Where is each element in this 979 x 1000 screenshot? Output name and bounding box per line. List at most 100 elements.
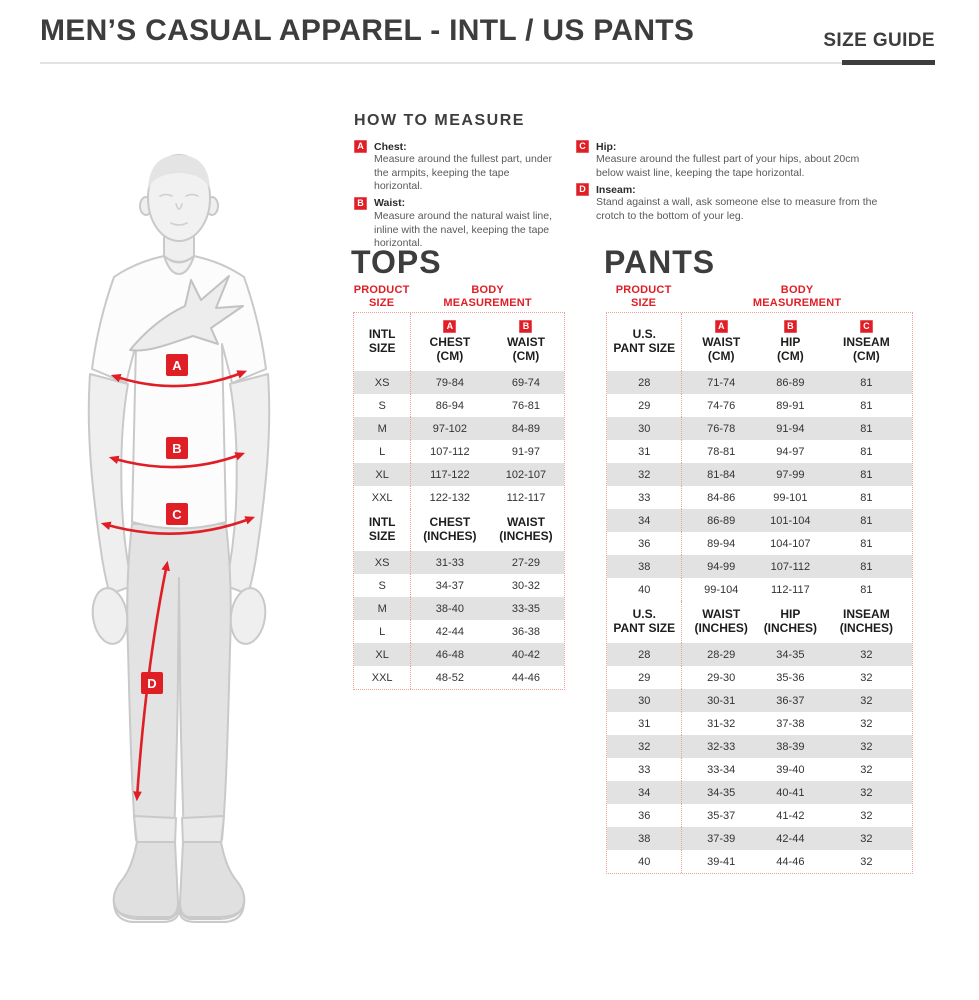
- table-row: 38 94-99 107-112 81: [607, 555, 912, 579]
- table-cell: 29-30: [707, 671, 736, 684]
- table-cell: 32: [820, 827, 912, 851]
- table-cell: 94-97: [776, 445, 805, 458]
- table-row: XS 31-33 27-29: [354, 551, 564, 575]
- table-cell: S: [354, 394, 412, 418]
- column-header: HIP (INCHES): [759, 601, 821, 644]
- table-row: 30 76-78 91-94 81: [607, 417, 912, 441]
- table-cell: 79-84: [410, 371, 489, 395]
- tops-inches-table: INTL SIZE CHEST (INCHES) WAIST (INCHES) XS 3…: [354, 509, 564, 690]
- table-cell: 33-35: [488, 597, 564, 621]
- table-cell: 40-42: [488, 643, 564, 667]
- table-cell: 31-33: [410, 551, 489, 575]
- table-cell: 36-37: [759, 689, 821, 713]
- table-row: 34 86-89 101-104 81: [607, 509, 912, 533]
- table-cell: 32: [860, 855, 873, 868]
- measure-description: Measure around the fullest part of your …: [596, 153, 860, 179]
- table-cell: 35-37: [707, 809, 736, 822]
- measure-badge: C: [859, 320, 873, 334]
- table-cell: 86-89: [759, 371, 821, 395]
- table-cell: 32-33: [681, 735, 760, 759]
- table-row: 30 30-31 36-37 32: [607, 689, 912, 713]
- measure-badge-d: D: [576, 183, 589, 197]
- waist-measure-arrow: [108, 452, 246, 469]
- table-row: 28 28-29 34-35 32: [607, 643, 912, 667]
- table-cell: 32: [860, 717, 873, 730]
- table-cell: 36: [607, 804, 683, 828]
- table-cell: 37-39: [681, 827, 760, 851]
- pants-title: PANTS: [604, 244, 716, 280]
- table-cell: 81: [820, 417, 912, 441]
- table-row: 29 74-76 89-91 81: [607, 394, 912, 418]
- table-cell: 32: [607, 735, 683, 759]
- table-cell: 76-78: [681, 417, 760, 441]
- measure-badge: A: [443, 320, 457, 334]
- page-title: MEN’S CASUAL APPAREL - INTL / US PANTS: [40, 14, 695, 47]
- table-cell: S: [354, 574, 412, 598]
- table-row: 40 39-41 44-46 32: [607, 850, 912, 874]
- table-cell: 32: [860, 763, 873, 776]
- table-cell: 102-107: [488, 463, 564, 487]
- table-cell: 76-81: [511, 399, 541, 412]
- table-cell: 37-38: [776, 717, 805, 730]
- table-cell: 39-41: [707, 855, 736, 868]
- table-row: XL 46-48 40-42: [354, 643, 564, 667]
- table-cell: 27-29: [488, 551, 564, 575]
- table-row: 33 84-86 99-101 81: [607, 486, 912, 510]
- table-cell: 74-76: [707, 399, 736, 412]
- tops-table-box: INTL SIZE A CHEST (CM) B WAIST (CM) XS 79-84 69…: [353, 312, 565, 691]
- table-cell: M: [354, 417, 412, 441]
- table-cell: 122-132: [429, 491, 471, 504]
- chest-measure-arrow: [110, 370, 248, 388]
- table-cell: 29: [607, 666, 683, 690]
- table-cell: 81: [820, 555, 912, 579]
- figure-badge-c: [166, 503, 188, 525]
- table-cell: 112-117: [506, 491, 546, 504]
- column-header: WAIST (INCHES): [488, 509, 564, 552]
- column-header: INTL SIZE: [354, 313, 412, 372]
- table-cell: 78-81: [707, 445, 736, 458]
- table-cell: 89-91: [776, 399, 805, 412]
- table-row: S 86-94 76-81: [354, 394, 564, 418]
- table-cell: 41-42: [776, 809, 805, 822]
- measure-label: Hip:: [596, 140, 617, 153]
- table-cell: 32: [820, 735, 912, 759]
- size-guide-tab[interactable]: SIZE GUIDE: [823, 30, 935, 51]
- table-cell: 33: [607, 758, 683, 782]
- how-to-measure-section: HOW TO MEASURE A Chest: Measure around t…: [354, 112, 934, 254]
- table-row: 32 81-84 97-99 81: [607, 463, 912, 487]
- table-cell: 30: [607, 689, 683, 713]
- table-row: 31 31-32 37-38 32: [607, 712, 912, 736]
- column-header: WAIST (INCHES): [681, 601, 760, 644]
- measure-item-waist: B Waist: Measure around the natural wais…: [354, 196, 560, 251]
- product-size-label: PRODUCT SIZE: [353, 284, 410, 309]
- table-cell: 31: [607, 440, 683, 464]
- table-cell: 33: [607, 486, 683, 510]
- measure-badge: A: [714, 320, 728, 334]
- table-cell: 42-44: [435, 625, 464, 638]
- table-cell: M: [354, 597, 412, 621]
- table-row: 36 89-94 104-107 81: [607, 532, 912, 556]
- table-cell: 46-48: [410, 643, 489, 667]
- table-row: XS 79-84 69-74: [354, 371, 564, 395]
- figure-badge-b: [166, 437, 188, 459]
- table-cell: 99-101: [773, 491, 808, 504]
- table-cell: 81: [860, 583, 873, 596]
- table-cell: XS: [354, 371, 412, 395]
- table-cell: 34-37: [435, 579, 464, 592]
- table-cell: 81-84: [681, 463, 760, 487]
- tops-column-group-labels: PRODUCT SIZE BODY MEASUREMENT: [353, 284, 565, 309]
- column-header: B HIP (CM): [759, 313, 821, 372]
- table-row: 33 33-34 39-40 32: [607, 758, 912, 782]
- measure-badge-c: C: [576, 140, 589, 153]
- table-cell: 81: [860, 445, 873, 458]
- table-cell: 86-94: [435, 399, 464, 412]
- table-cell: 39-40: [776, 763, 805, 776]
- table-cell: 48-52: [435, 671, 464, 684]
- table-row: 40 99-104 112-117 81: [607, 578, 912, 602]
- table-cell: 35-36: [776, 671, 805, 684]
- table-cell: 44-46: [776, 855, 805, 868]
- table-row: XXL 48-52 44-46: [354, 666, 564, 690]
- size-guide-underline: [842, 60, 935, 65]
- table-cell: 29: [607, 394, 683, 418]
